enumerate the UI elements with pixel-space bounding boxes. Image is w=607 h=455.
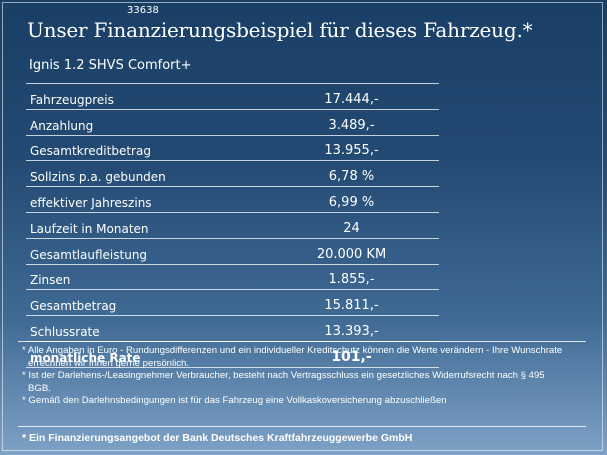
- footnotes: * Alle Angaben in Euro - Rundungsdiffere…: [22, 345, 567, 408]
- divider: [18, 341, 586, 342]
- table-row: Anzahlung 3.489,-: [26, 109, 439, 136]
- row-label: Schlussrate: [26, 315, 264, 342]
- divider: [18, 426, 586, 427]
- table-row: Gesamtbetrag 15.811,-: [26, 289, 439, 317]
- row-value: 17.444,-: [264, 83, 439, 110]
- row-value: 24: [264, 212, 439, 239]
- row-label: Gesamtkreditbetrag: [26, 135, 264, 162]
- row-value: 20.000 KM: [264, 238, 439, 265]
- table-row: Laufzeit in Monaten 24: [26, 212, 439, 239]
- row-label: Gesamtlaufleistung: [26, 238, 264, 265]
- row-value: 3.489,-: [264, 109, 439, 136]
- table-row: Zinsen 1.855,-: [26, 264, 439, 291]
- row-value: 101,-: [264, 341, 439, 368]
- row-label: Anzahlung: [26, 109, 264, 136]
- footnote: * Alle Angaben in Euro - Rundungsdiffere…: [22, 345, 563, 369]
- page-title: Unser Finanzierungsbeispiel für dieses F…: [27, 18, 533, 42]
- row-value: 6,99 %: [264, 186, 439, 213]
- row-value: 15.811,-: [264, 289, 439, 317]
- slide-frame: [2, 2, 603, 451]
- footnote: * Gemäß den Darlehnsbedingungen ist für …: [22, 395, 447, 407]
- row-label: Laufzeit in Monaten: [26, 212, 264, 239]
- vehicle-model: Ignis 1.2 SHVS Comfort+: [29, 58, 192, 73]
- table-row: Sollzins p.a. gebunden 6,78 %: [26, 160, 439, 188]
- row-label: Fahrzeugpreis: [26, 83, 264, 110]
- table-row: Fahrzeugpreis 17.444,-: [26, 83, 439, 110]
- row-value: 6,78 %: [264, 160, 439, 188]
- row-label: effektiver Jahreszins: [26, 186, 264, 213]
- row-label: monatliche Rate: [26, 341, 264, 368]
- row-label: Gesamtbetrag: [26, 289, 264, 317]
- row-value: 1.855,-: [264, 264, 439, 291]
- row-value: 13.393,-: [264, 315, 439, 342]
- row-label: Sollzins p.a. gebunden: [26, 160, 264, 188]
- table-row: Gesamtkreditbetrag 13.955,-: [26, 135, 439, 162]
- table-row: effektiver Jahreszins 6,99 %: [26, 186, 439, 213]
- reference-number: 33638: [127, 5, 159, 16]
- financing-table: Fahrzeugpreis 17.444,- Anzahlung 3.489,-…: [26, 83, 439, 368]
- table-row: Gesamtlaufleistung 20.000 KM: [26, 238, 439, 265]
- footnote: * Ist der Darlehens-/Leasingnehmer Verbr…: [22, 370, 545, 394]
- table-row: Schlussrate 13.393,-: [26, 315, 439, 342]
- row-label: Zinsen: [26, 264, 264, 291]
- row-value: 13.955,-: [264, 135, 439, 162]
- monthly-rate-row: monatliche Rate 101,-: [26, 341, 439, 368]
- footer-note: * Ein Finanzierungsangebot der Bank Deut…: [22, 432, 413, 444]
